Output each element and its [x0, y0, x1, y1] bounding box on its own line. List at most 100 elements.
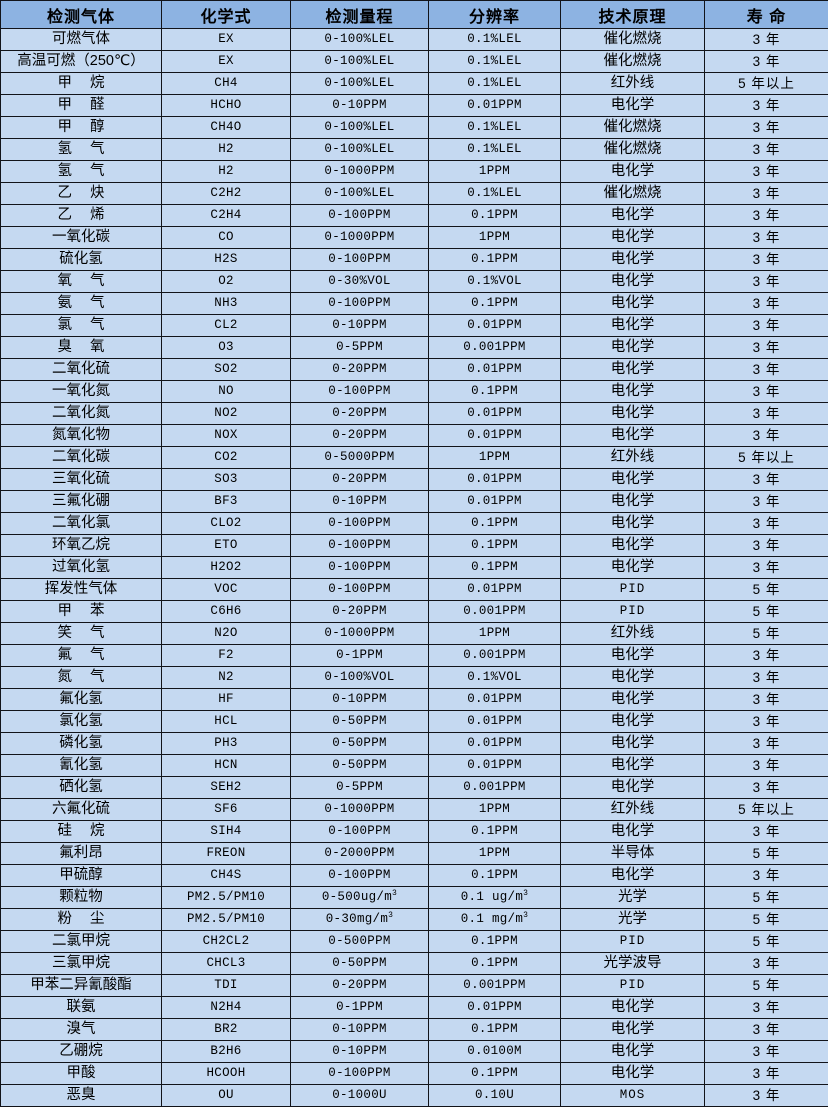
cell-principle: 光学 — [561, 887, 705, 909]
cell-gas: 联氨 — [1, 997, 162, 1019]
cell-range: 0-10PPM — [291, 1041, 429, 1063]
cell-gas: 乙 炔 — [1, 183, 162, 205]
cell-life: 3 年 — [705, 777, 828, 799]
cell-range: 0-20PPM — [291, 469, 429, 491]
cell-life: 3 年 — [705, 469, 828, 491]
cell-range: 0-20PPM — [291, 403, 429, 425]
cell-life: 5 年以上 — [705, 73, 828, 95]
cell-principle: 红外线 — [561, 73, 705, 95]
cell-range: 0-100%LEL — [291, 117, 429, 139]
cell-formula: HCN — [162, 755, 291, 777]
cell-range: 0-1000U — [291, 1085, 429, 1107]
cell-principle: PID — [561, 579, 705, 601]
cell-formula: C2H2 — [162, 183, 291, 205]
cell-life: 3 年 — [705, 733, 828, 755]
cell-formula: N2H4 — [162, 997, 291, 1019]
cell-resolution: 0.1%VOL — [429, 667, 561, 689]
cell-formula: F2 — [162, 645, 291, 667]
cell-range: 0-5PPM — [291, 777, 429, 799]
cell-principle: PID — [561, 931, 705, 953]
column-header-resolution: 分辨率 — [429, 1, 561, 29]
cell-range: 0-1000PPM — [291, 623, 429, 645]
cell-gas: 环氧乙烷 — [1, 535, 162, 557]
cell-resolution: 0.1PPM — [429, 557, 561, 579]
cell-range: 0-2000PPM — [291, 843, 429, 865]
cell-life: 5 年 — [705, 843, 828, 865]
cell-principle: 红外线 — [561, 799, 705, 821]
cell-gas: 乙硼烷 — [1, 1041, 162, 1063]
cell-principle: 电化学 — [561, 95, 705, 117]
cell-formula: PM2.5/PM10 — [162, 909, 291, 931]
column-header-gas: 检测气体 — [1, 1, 162, 29]
cell-principle: 电化学 — [561, 667, 705, 689]
cell-gas: 高温可燃（250℃） — [1, 51, 162, 73]
cell-formula: H2 — [162, 139, 291, 161]
cell-life: 5 年 — [705, 623, 828, 645]
cell-range: 0-1000PPM — [291, 799, 429, 821]
cell-resolution: 0.1%LEL — [429, 73, 561, 95]
cell-life: 3 年 — [705, 359, 828, 381]
cell-gas: 氧 气 — [1, 271, 162, 293]
cell-resolution: 0.001PPM — [429, 777, 561, 799]
cell-resolution: 0.1 mg/m3 — [429, 909, 561, 931]
cell-range: 0-20PPM — [291, 425, 429, 447]
cell-resolution: 0.10U — [429, 1085, 561, 1107]
cell-life: 3 年 — [705, 711, 828, 733]
cell-principle: 电化学 — [561, 249, 705, 271]
cell-resolution: 0.01PPM — [429, 359, 561, 381]
cell-principle: 光学波导 — [561, 953, 705, 975]
cell-resolution: 0.1%LEL — [429, 139, 561, 161]
cell-life: 3 年 — [705, 557, 828, 579]
cell-formula: CL2 — [162, 315, 291, 337]
cell-gas: 氟 气 — [1, 645, 162, 667]
cell-principle: 电化学 — [561, 821, 705, 843]
cell-life: 3 年 — [705, 337, 828, 359]
cell-resolution: 1PPM — [429, 161, 561, 183]
cell-formula: NH3 — [162, 293, 291, 315]
cell-life: 5 年 — [705, 931, 828, 953]
cell-resolution: 0.01PPM — [429, 997, 561, 1019]
cell-principle: 电化学 — [561, 865, 705, 887]
cell-formula: N2 — [162, 667, 291, 689]
cell-gas: 甲硫醇 — [1, 865, 162, 887]
cell-range: 0-10PPM — [291, 95, 429, 117]
cell-range: 0-10PPM — [291, 315, 429, 337]
cell-range: 0-50PPM — [291, 953, 429, 975]
cell-gas: 二氯甲烷 — [1, 931, 162, 953]
cell-resolution: 0.01PPM — [429, 95, 561, 117]
cell-life: 5 年 — [705, 975, 828, 997]
cell-resolution: 0.1%LEL — [429, 117, 561, 139]
cell-range: 0-100PPM — [291, 513, 429, 535]
cell-resolution: 0.01PPM — [429, 469, 561, 491]
cell-gas: 硫化氢 — [1, 249, 162, 271]
cell-resolution: 0.1%VOL — [429, 271, 561, 293]
cell-gas: 三氟化硼 — [1, 491, 162, 513]
cell-range: 0-100PPM — [291, 293, 429, 315]
column-header-formula: 化学式 — [162, 1, 291, 29]
cell-principle: 电化学 — [561, 227, 705, 249]
cell-principle: 电化学 — [561, 315, 705, 337]
cell-gas: 氢 气 — [1, 139, 162, 161]
table-header: 检测气体 化学式 检测量程 分辨率 技术原理 寿 命 — [1, 1, 828, 29]
cell-formula: SEH2 — [162, 777, 291, 799]
cell-life: 3 年 — [705, 315, 828, 337]
cell-principle: 电化学 — [561, 689, 705, 711]
cell-gas: 氢 气 — [1, 161, 162, 183]
